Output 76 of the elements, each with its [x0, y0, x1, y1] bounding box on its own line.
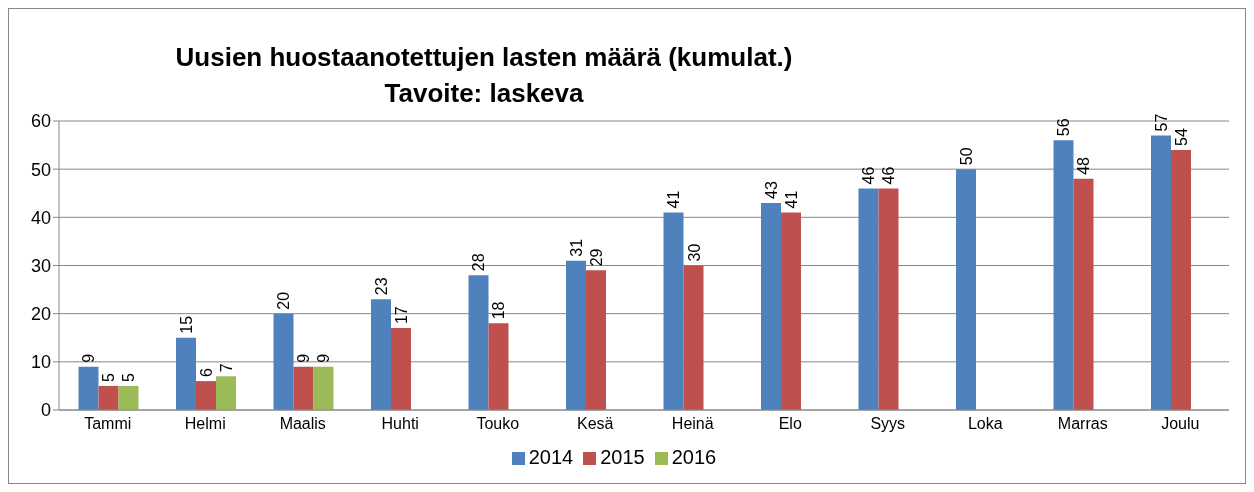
data-label: 15: [178, 315, 195, 334]
bar: [1171, 149, 1191, 410]
bar: [761, 202, 781, 410]
x-tick-label: Elo: [778, 415, 802, 433]
bar: [878, 188, 899, 410]
data-label: 46: [880, 166, 898, 185]
bar: [781, 212, 801, 410]
bar: [663, 212, 684, 410]
data-label: 6: [198, 368, 215, 378]
y-tick-label: 0: [40, 400, 51, 421]
data-label: 9: [80, 353, 98, 363]
data-label: 23: [373, 277, 390, 296]
data-label: 56: [1055, 118, 1073, 137]
data-label: 5: [100, 372, 118, 382]
x-tick-label: Touko: [476, 415, 520, 433]
chart-title: Uusien huostaanotettujen lasten määrä (kumulat.): [174, 41, 794, 74]
data-label: 43: [763, 180, 780, 199]
data-label: 54: [1173, 128, 1190, 146]
bar: [566, 260, 586, 410]
bar: [858, 188, 879, 410]
data-label: 41: [665, 190, 683, 209]
legend-label: 2016: [671, 446, 717, 468]
bar: [468, 275, 489, 410]
bar: [683, 265, 704, 410]
y-tick-label: 50: [30, 159, 51, 180]
data-label: 30: [685, 243, 703, 262]
data-label: 28: [470, 253, 488, 272]
bar: [1053, 140, 1074, 410]
data-label: 57: [1153, 113, 1170, 132]
x-tick-label: Loka: [967, 415, 1003, 433]
bar: [176, 337, 196, 410]
bar: [118, 385, 139, 410]
y-tick-label: 20: [30, 304, 51, 325]
chart-subtitle: Tavoite: laskeva: [383, 77, 585, 110]
y-tick-label: 30: [30, 255, 51, 276]
bar: [293, 366, 314, 410]
bar: [1151, 135, 1171, 410]
bar: [488, 323, 509, 410]
x-tick-label: Helmi: [184, 415, 226, 433]
y-tick-label: 40: [30, 207, 51, 228]
bar: [196, 381, 216, 410]
bar: [98, 385, 119, 410]
x-tick-label: Joulu: [1161, 415, 1200, 433]
legend-label: 2015: [600, 446, 645, 468]
data-label: 5: [120, 372, 138, 382]
data-label: 7: [218, 363, 235, 373]
x-tick-label: Maalis: [279, 415, 326, 433]
bar: [216, 376, 236, 410]
data-label: 41: [783, 190, 800, 209]
x-tick-label: Tammi: [84, 415, 132, 433]
bar: [371, 299, 391, 410]
bar: [1073, 178, 1094, 410]
bar: [78, 366, 99, 410]
data-label: 18: [490, 301, 508, 320]
bar: [273, 313, 294, 410]
bar: [391, 328, 411, 410]
legend-label: 2014: [528, 446, 574, 468]
x-tick-label: Heinä: [671, 415, 714, 433]
y-tick-label: 10: [30, 352, 51, 373]
bar: [956, 169, 976, 410]
data-label: 50: [958, 147, 975, 166]
data-label: 20: [275, 291, 293, 310]
x-tick-label: Kesä: [577, 415, 614, 433]
data-label: 48: [1075, 156, 1093, 175]
data-label: 9: [315, 353, 333, 363]
data-label: 9: [295, 353, 313, 363]
bar: [586, 270, 606, 410]
data-label: 31: [568, 238, 585, 257]
data-label: 17: [393, 306, 410, 325]
x-tick-label: Marras: [1057, 415, 1108, 433]
x-tick-label: Huhti: [381, 415, 419, 433]
data-label: 29: [588, 248, 605, 267]
bar: [313, 366, 334, 410]
data-label: 46: [860, 166, 878, 185]
x-tick-label: Syys: [870, 415, 906, 433]
y-tick-label: 60: [30, 111, 51, 132]
